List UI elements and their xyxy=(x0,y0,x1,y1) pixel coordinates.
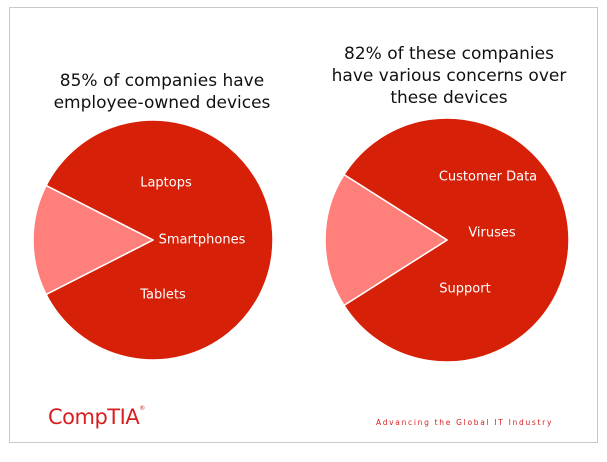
pie-chart-left: Laptops Smartphones Tablets xyxy=(32,119,274,361)
chart-title-right-line-1: 82% of these companies xyxy=(344,44,554,64)
logo-registered-mark: ® xyxy=(139,405,145,412)
slice-annotation-laptops: Laptops xyxy=(140,176,192,191)
chart-title-right-line-2: have various concerns over xyxy=(331,66,567,86)
slice-annotation-smartphones: Smartphones xyxy=(159,233,246,248)
slice-annotation-viruses: Viruses xyxy=(468,226,516,241)
pie-slice-major xyxy=(343,117,570,363)
pie-slice-minor xyxy=(32,184,154,296)
pie-slice-minor xyxy=(324,173,448,307)
chart-title-left-line-2: employee-owned devices xyxy=(53,93,271,113)
chart-title-left: 85% of companies have employee-owned dev… xyxy=(40,70,284,114)
pie-slice-major xyxy=(45,119,274,361)
comptia-logo: CompTIA® xyxy=(48,405,145,429)
slice-annotation-tablets: Tablets xyxy=(139,288,186,303)
slice-annotation-support: Support xyxy=(439,282,490,297)
logo-text: CompTIA xyxy=(48,405,140,429)
chart-title-left-line-1: 85% of companies have xyxy=(59,71,265,91)
chart-title-right-line-3: these devices xyxy=(390,88,508,108)
tagline: Advancing the Global IT Industry xyxy=(376,418,554,427)
chart-title-right: 82% of these companies have various conc… xyxy=(318,43,580,109)
pie-chart-right: Customer Data Viruses Support xyxy=(324,117,570,363)
slice-annotation-customer-data: Customer Data xyxy=(439,170,537,185)
